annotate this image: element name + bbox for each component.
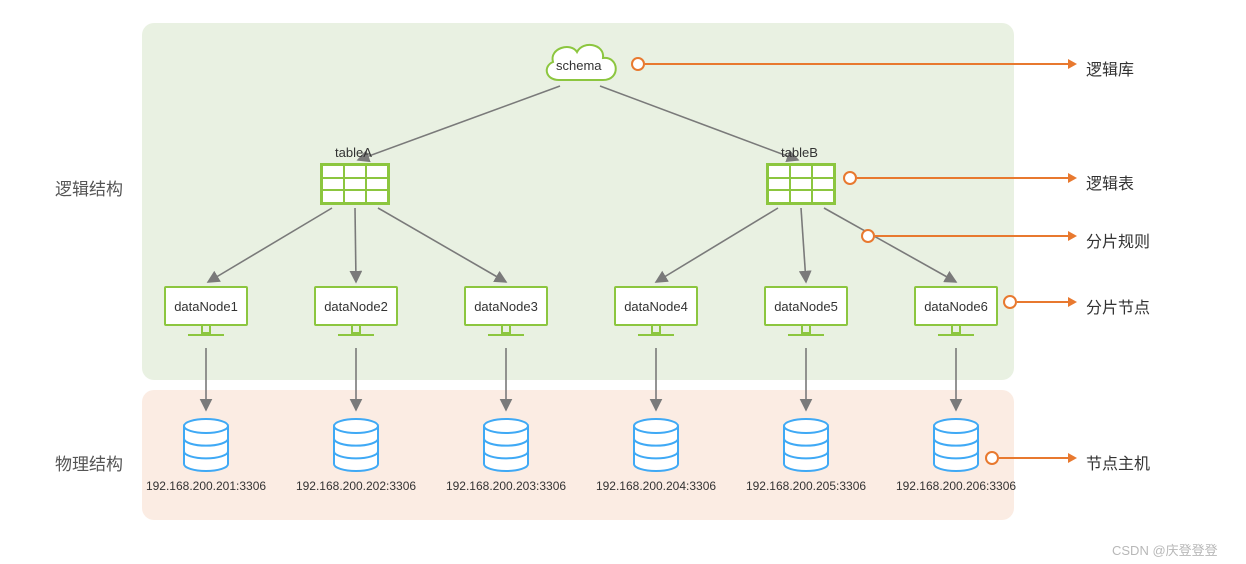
- legend-connector: [645, 63, 1070, 65]
- label-logic-structure: 逻辑结构: [55, 175, 123, 200]
- db-ip-label: 192.168.200.203:3306: [436, 479, 576, 493]
- legend-dot: [843, 171, 857, 185]
- datanode-dataNode6: dataNode6: [914, 286, 998, 336]
- legend-label: 分片节点: [1086, 294, 1150, 318]
- datanode-dataNode2: dataNode2: [314, 286, 398, 336]
- legend-arrowhead: [1068, 231, 1077, 241]
- legend-dot: [861, 229, 875, 243]
- legend-connector: [1017, 301, 1070, 303]
- legend-arrowhead: [1068, 297, 1077, 307]
- legend-label: 逻辑表: [1086, 170, 1134, 194]
- legend-label: 分片规则: [1086, 228, 1150, 252]
- legend-connector: [999, 457, 1070, 459]
- legend-arrowhead: [1068, 59, 1077, 69]
- legend-label: 节点主机: [1086, 450, 1150, 474]
- label-physical-structure: 物理结构: [55, 450, 123, 475]
- legend-arrowhead: [1068, 173, 1077, 183]
- datanode-dataNode1: dataNode1: [164, 286, 248, 336]
- schema-label: schema: [556, 58, 602, 73]
- database-icon: [782, 417, 830, 473]
- datanode-dataNode4: dataNode4: [614, 286, 698, 336]
- database-icon: [632, 417, 680, 473]
- table-tableA: [320, 163, 390, 205]
- database-icon: [182, 417, 230, 473]
- db-ip-label: 192.168.200.205:3306: [736, 479, 876, 493]
- datanode-dataNode5: dataNode5: [764, 286, 848, 336]
- physical-structure-region: [142, 390, 1014, 520]
- watermark-text: CSDN @庆登登登: [1112, 540, 1218, 559]
- legend-connector: [857, 177, 1070, 179]
- legend-arrowhead: [1068, 453, 1077, 463]
- datanode-dataNode3: dataNode3: [464, 286, 548, 336]
- legend-label: 逻辑库: [1086, 56, 1134, 80]
- table-tableB: [766, 163, 836, 205]
- table-label-tableA: tableA: [335, 145, 372, 160]
- legend-connector: [875, 235, 1070, 237]
- db-ip-label: 192.168.200.202:3306: [286, 479, 426, 493]
- legend-dot: [631, 57, 645, 71]
- db-ip-label: 192.168.200.206:3306: [886, 479, 1026, 493]
- legend-dot: [985, 451, 999, 465]
- legend-dot: [1003, 295, 1017, 309]
- db-ip-label: 192.168.200.204:3306: [586, 479, 726, 493]
- database-icon: [332, 417, 380, 473]
- database-icon: [932, 417, 980, 473]
- table-label-tableB: tableB: [781, 145, 818, 160]
- database-icon: [482, 417, 530, 473]
- db-ip-label: 192.168.200.201:3306: [136, 479, 276, 493]
